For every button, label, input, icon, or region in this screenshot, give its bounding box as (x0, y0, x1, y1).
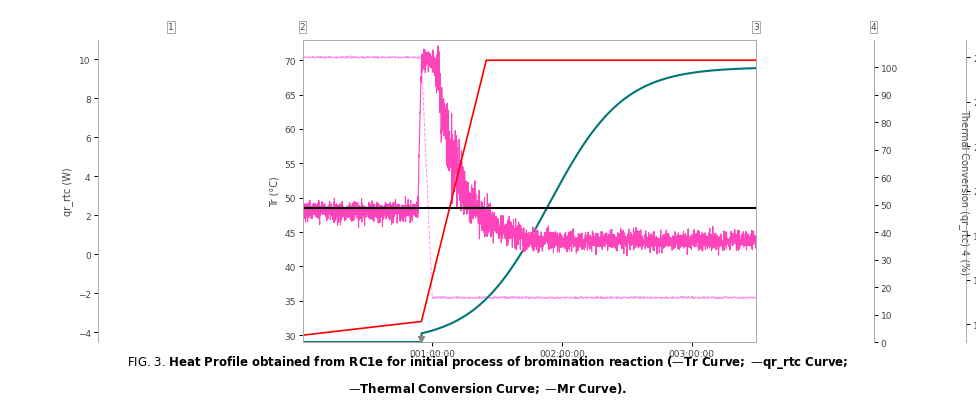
Text: 2: 2 (300, 23, 305, 32)
Text: 1: 1 (168, 23, 174, 32)
Text: FIG. 3. $\mathbf{Heat\ Profile\ obtained\ from\ RC1e\ for\ initial\ process\ of\: FIG. 3. $\mathbf{Heat\ Profile\ obtained… (127, 354, 849, 371)
Y-axis label: Thermal Conversion (qr_rtc) 4 (%): Thermal Conversion (qr_rtc) 4 (%) (959, 109, 970, 274)
Y-axis label: Tr (°C): Tr (°C) (270, 176, 280, 207)
Text: 4: 4 (871, 23, 876, 32)
Y-axis label: qr_rtc (W): qr_rtc (W) (62, 167, 73, 215)
Text: 3: 3 (753, 23, 759, 32)
Text: $\mathbf{— Thermal\ Conversion\ Curve;\ — Mr\ Curve).}$: $\mathbf{— Thermal\ Conversion\ Curve;\ … (348, 380, 628, 395)
